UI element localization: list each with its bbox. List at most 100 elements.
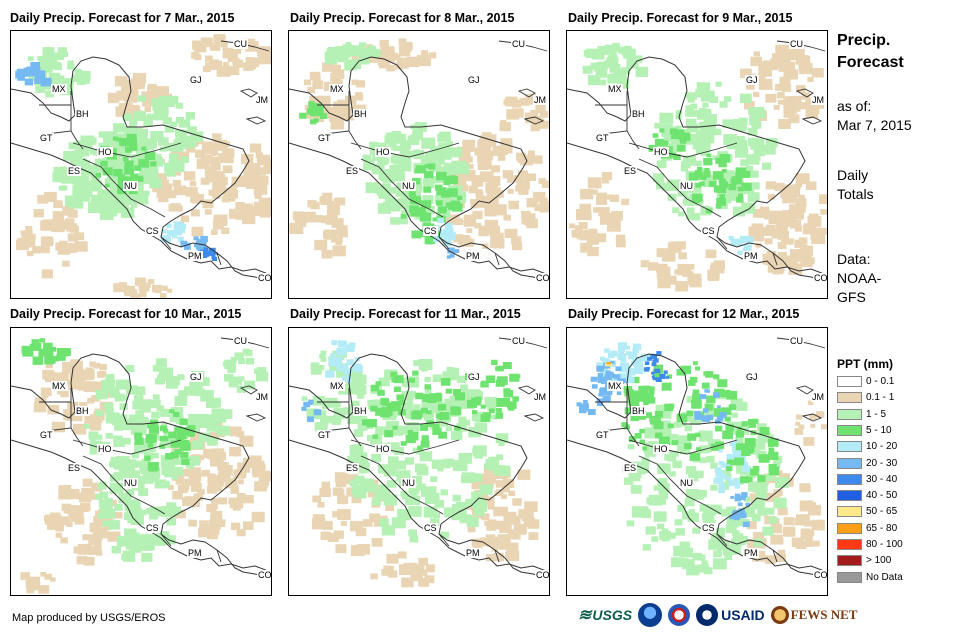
legend-swatch	[837, 392, 862, 404]
country-label-jm: JM	[255, 95, 269, 105]
forecast-map-6: CU MX GJ JM BH GT HO ES NU CS PM CO	[566, 327, 828, 596]
legend-item: 50 - 65	[837, 505, 897, 518]
legend-item: 20 - 30	[837, 457, 897, 470]
country-border	[316, 104, 350, 136]
country-label-ho: HO	[97, 147, 113, 157]
country-label-ho: HO	[375, 444, 391, 454]
country-label-bh: BH	[353, 109, 368, 119]
map-svg	[567, 337, 827, 579]
sidebar-asof-date: Mar 7, 2015	[837, 117, 912, 133]
legend-title: PPT (mm)	[837, 357, 894, 371]
legend-swatch	[837, 490, 862, 502]
country-label-gt: GT	[317, 133, 332, 143]
country-border	[350, 439, 460, 455]
legend-swatch	[837, 571, 862, 583]
island-outline	[523, 116, 545, 125]
country-border	[160, 533, 172, 547]
country-border	[360, 158, 444, 218]
panel-title-2: Daily Precip. Forecast for 8 Mar., 2015	[290, 11, 515, 25]
island-outline	[245, 116, 267, 125]
country-border	[628, 142, 738, 158]
country-label-jm: JM	[255, 392, 269, 402]
country-label-mx: MX	[329, 381, 345, 391]
country-label-bh: BH	[631, 109, 646, 119]
country-label-jm: JM	[533, 392, 547, 402]
country-border	[494, 252, 500, 266]
country-border	[594, 104, 628, 136]
island-outline	[795, 88, 814, 98]
country-border	[70, 388, 84, 447]
legend-item: 10 - 20	[837, 440, 897, 453]
sidebar-totals-line1: Daily	[837, 167, 869, 183]
precip-field	[20, 338, 271, 594]
pacific-coastline	[567, 142, 827, 276]
panel-title-5: Daily Precip. Forecast for 11 Mar., 2015	[290, 307, 521, 321]
country-label-ho: HO	[375, 147, 391, 157]
country-label-cs: CS	[701, 523, 716, 533]
sidebar-title-line1: Precip.	[837, 32, 891, 49]
country-label-pm: PM	[465, 251, 481, 261]
island-outline	[239, 385, 258, 395]
country-border	[72, 142, 182, 158]
coastline	[567, 353, 827, 579]
country-label-mx: MX	[51, 381, 67, 391]
pacific-coastline	[11, 439, 271, 573]
precip-field	[569, 42, 827, 292]
legend-label: No Data	[866, 571, 903, 583]
country-border	[348, 91, 362, 150]
country-border	[772, 252, 778, 266]
forecast-map-3: CU MX GJ JM BH GT HO ES NU CS PM CO	[566, 30, 828, 299]
legend-swatch	[837, 376, 862, 387]
forecast-map-1: CU MX GJ JM BH GT HO ES NU CS PM CO	[10, 30, 272, 299]
country-border	[350, 142, 460, 158]
noaa-seal-icon	[638, 603, 663, 627]
sidebar-data-line3: GFS	[837, 289, 866, 305]
country-label-bh: BH	[75, 109, 90, 119]
country-border	[348, 388, 362, 447]
country-label-cs: CS	[145, 523, 160, 533]
legend-item: 80 - 100	[837, 538, 903, 551]
country-border	[626, 388, 640, 447]
country-label-gt: GT	[595, 430, 610, 440]
legend-label: 50 - 65	[866, 506, 898, 518]
precip-field	[301, 340, 540, 588]
legend-label: > 100	[866, 555, 892, 567]
country-label-gj: GJ	[189, 372, 203, 382]
island-outline	[523, 413, 545, 422]
country-label-cu: CU	[233, 336, 248, 346]
country-border	[438, 236, 450, 250]
country-label-es: ES	[623, 463, 638, 473]
legend-label: 10 - 20	[866, 441, 898, 453]
country-label-jm: JM	[811, 95, 825, 105]
island-outline	[245, 413, 267, 422]
fewsnet-seal-icon	[770, 606, 789, 624]
legend-swatch	[837, 522, 862, 534]
country-label-mx: MX	[607, 84, 623, 94]
country-border	[628, 439, 738, 455]
legend-label: 65 - 80	[866, 522, 898, 534]
country-label-nu: NU	[401, 478, 416, 488]
map-svg	[289, 337, 549, 588]
precip-field	[289, 38, 549, 259]
panel-title-6: Daily Precip. Forecast for 12 Mar., 2015	[568, 307, 800, 321]
usaid-logo: USAID	[696, 604, 765, 626]
country-label-co: CO	[257, 570, 272, 580]
country-label-cu: CU	[511, 39, 526, 49]
sidebar-data-line1: Data:	[837, 251, 871, 267]
legend-label: 40 - 50	[866, 490, 898, 502]
pacific-coastline	[289, 142, 549, 276]
country-label-cs: CS	[145, 226, 160, 236]
country-label-cs: CS	[423, 226, 438, 236]
usgs-logo: ≋ USGS	[578, 605, 632, 625]
legend-swatch	[837, 506, 862, 518]
country-border	[638, 455, 722, 515]
country-label-co: CO	[535, 273, 550, 283]
panel-title-4: Daily Precip. Forecast for 10 Mar., 2015	[10, 307, 242, 321]
legend-label: 1 - 5	[866, 408, 887, 420]
legend-swatch	[837, 555, 862, 567]
legend-label: 5 - 10	[866, 424, 892, 436]
country-border	[82, 455, 166, 515]
country-label-ho: HO	[653, 444, 669, 454]
sidebar-data-line2: NOAA-	[837, 270, 882, 286]
logo-strip: ≋ USGS USAID FEWS NET	[578, 603, 857, 627]
